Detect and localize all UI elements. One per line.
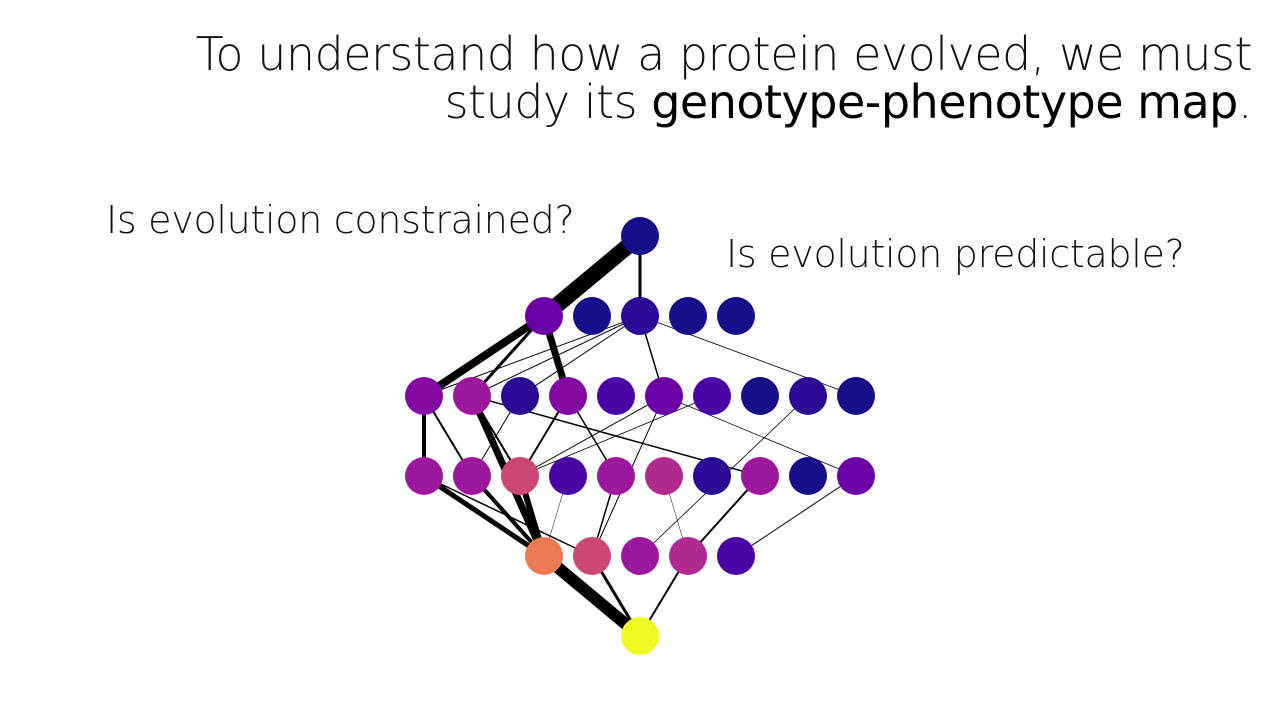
edge-d9-e4	[735, 475, 857, 557]
title-line-1: To understand how a protein evolved, we …	[195, 27, 1253, 81]
genotype-node-c0	[405, 377, 443, 415]
genotype-node-c1	[453, 377, 491, 415]
genotype-node-a0	[621, 217, 659, 255]
genotype-node-b0	[525, 297, 563, 335]
network-edges	[421, 229, 857, 641]
genotype-node-b4	[717, 297, 755, 335]
genotype-node-d4	[597, 457, 635, 495]
title-period: .	[1237, 75, 1253, 129]
genotype-node-c9	[837, 377, 875, 415]
genotype-node-c5	[645, 377, 683, 415]
network-nodes	[405, 217, 875, 655]
title-line-2: study its genotype-phenotype map.	[152, 75, 1253, 129]
genotype-node-d0	[405, 457, 443, 495]
slide-title: To understand how a protein evolved, we …	[152, 27, 1253, 129]
genotype-node-e0	[525, 537, 563, 575]
edge-c6-d2	[519, 395, 713, 477]
edge-a0-b0	[538, 229, 646, 323]
genotype-node-b2	[621, 297, 659, 335]
genotype-node-b1	[573, 297, 611, 335]
genotype-node-d8	[789, 457, 827, 495]
edge-c5-d9	[663, 395, 857, 477]
edge-e0-f0	[540, 551, 644, 641]
genotype-node-d9	[837, 457, 875, 495]
title-line-2-prefix: study its	[444, 75, 652, 129]
genotype-node-d1	[453, 457, 491, 495]
genotype-node-d2	[501, 457, 539, 495]
genotype-node-c2	[501, 377, 539, 415]
edge-d0-e0	[422, 473, 546, 559]
question-constrained: Is evolution constrained?	[106, 198, 575, 242]
genotype-node-e1	[573, 537, 611, 575]
genotype-node-d6	[693, 457, 731, 495]
edge-b2-c1	[471, 315, 641, 397]
genotype-node-c3	[549, 377, 587, 415]
edge-b0-c0	[421, 312, 547, 400]
genotype-node-c4	[597, 377, 635, 415]
genotype-node-d5	[645, 457, 683, 495]
genotype-node-f0	[621, 617, 659, 655]
title-emphasis: genotype-phenotype map	[651, 75, 1238, 129]
edge-c5-d2	[519, 395, 665, 477]
genotype-node-d3	[549, 457, 587, 495]
question-predictable: Is evolution predictable?	[726, 232, 1185, 276]
genotype-node-d7	[741, 457, 779, 495]
genotype-node-c8	[789, 377, 827, 415]
genotype-node-e3	[669, 537, 707, 575]
genotype-node-c7	[741, 377, 779, 415]
genotype-node-e4	[717, 537, 755, 575]
genotype-node-c6	[693, 377, 731, 415]
edge-b2-c2	[519, 315, 641, 397]
genotype-node-e2	[621, 537, 659, 575]
genotype-node-b3	[669, 297, 707, 335]
